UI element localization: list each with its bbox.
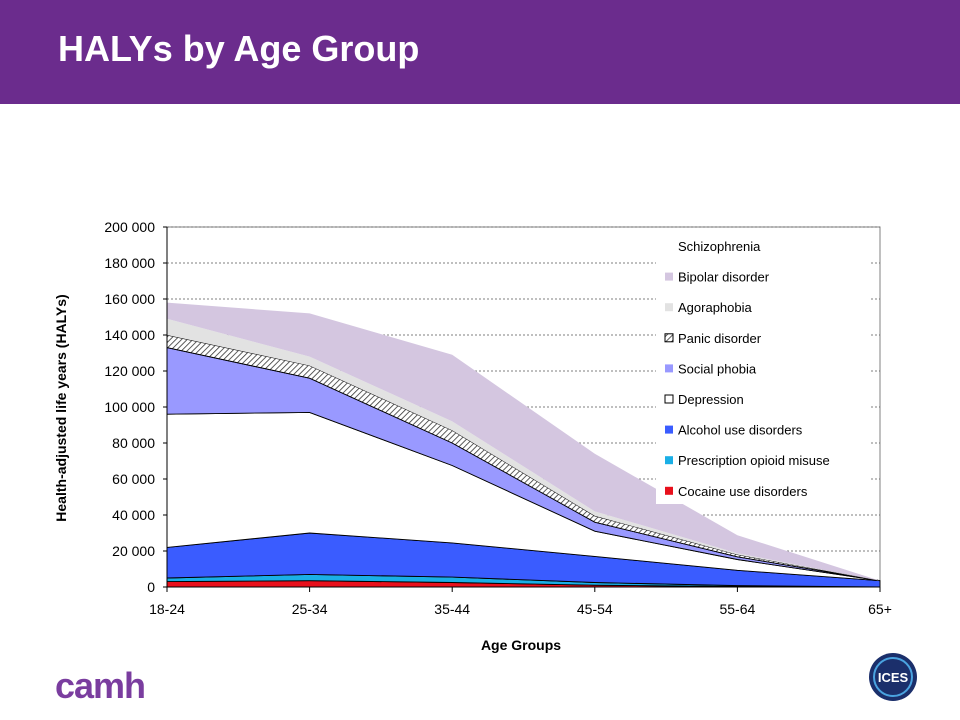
slide-title: HALYs by Age Group <box>58 28 420 69</box>
legend-box <box>656 229 870 504</box>
legend-swatch <box>665 456 673 465</box>
axes: 0 20 000 40 000 60 000 80 000 100 000 120 000 1… <box>104 219 891 617</box>
x-tick-label: 25-34 <box>292 601 328 617</box>
legend-swatch <box>665 364 673 373</box>
area-panic-disorder <box>166 334 881 582</box>
ices-logo: ICES <box>869 653 917 701</box>
y-tick-label: 120 000 <box>104 363 155 379</box>
legend: Schizophrenia Bipolar disorder Agoraphobia… <box>656 229 870 504</box>
y-tick-label: 0 <box>147 579 155 595</box>
camh-logo: camh <box>55 665 146 706</box>
y-tick-label: 200 000 <box>104 219 155 235</box>
legend-label: Schizophrenia <box>678 239 761 254</box>
area-bipolar-disorder <box>167 302 880 581</box>
legend-label: Depression <box>678 392 744 407</box>
y-tick-label: 80 000 <box>112 435 155 451</box>
legend-label: Bipolar disorder <box>678 270 770 285</box>
legend-label: Panic disorder <box>678 331 762 346</box>
legend-swatch <box>664 394 674 404</box>
x-tick-label: 55-64 <box>719 601 755 617</box>
y-tick-label: 160 000 <box>104 291 155 307</box>
area-series <box>166 302 881 588</box>
legend-label: Alcohol use disorders <box>678 423 803 438</box>
legend-label: Agoraphobia <box>678 300 752 315</box>
legend-swatch <box>665 303 673 312</box>
x-tick-label: 18-24 <box>149 601 185 617</box>
y-tick-label: 100 000 <box>104 399 155 415</box>
x-tick-label: 45-54 <box>577 601 613 617</box>
legend-swatch <box>664 333 674 343</box>
title-bar: HALYs by Age Group <box>0 0 960 104</box>
y-tick-label: 60 000 <box>112 471 155 487</box>
y-tick-label: 140 000 <box>104 327 155 343</box>
area-agoraphobia <box>167 318 880 581</box>
y-tick-label: 180 000 <box>104 255 155 271</box>
legend-label: Prescription opioid misuse <box>678 453 830 468</box>
legend-label: Cocaine use disorders <box>678 484 808 499</box>
y-tick-label: 40 000 <box>112 507 155 523</box>
y-tick-label: 20 000 <box>112 543 155 559</box>
legend-swatch <box>665 486 673 495</box>
legend-label: Social phobia <box>678 361 757 376</box>
legend-swatch <box>665 272 673 281</box>
ices-logo-text: ICES <box>878 670 909 685</box>
legend-swatch <box>665 425 673 434</box>
y-axis-label: Health-adjusted life years (HALYs) <box>53 294 69 521</box>
x-axis-label: Age Groups <box>481 637 561 653</box>
x-tick-label: 65+ <box>868 601 892 617</box>
x-tick-label: 35-44 <box>434 601 470 617</box>
